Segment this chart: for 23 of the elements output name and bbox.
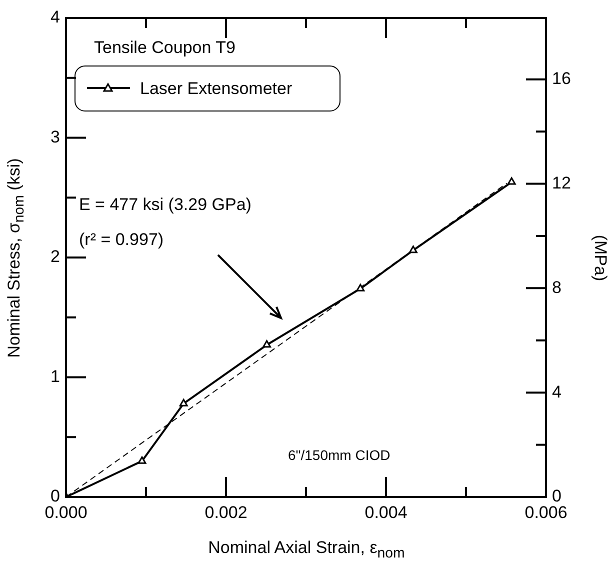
- y-tick-label: 3: [50, 127, 60, 146]
- annotation: E = 477 ksi (3.29 GPa): [79, 195, 252, 214]
- y2-tick-label: 16: [552, 69, 571, 88]
- annotation: 6"/150mm CIOD: [288, 447, 390, 463]
- y2-tick-label: 12: [552, 173, 571, 192]
- x-axis-title: Nominal Axial Strain, ε$_{nom}$: [207, 538, 406, 562]
- point: [138, 456, 146, 464]
- y-tick-label: 4: [50, 8, 60, 27]
- x-tick-label: 0.002: [204, 502, 248, 522]
- y2-tick-label: 4: [552, 382, 562, 402]
- point: [262, 340, 272, 348]
- annotation: (r² = 0.997): [79, 230, 164, 249]
- point: [507, 177, 516, 185]
- y2-axis-title: (MPa): [590, 234, 610, 281]
- y2-tick-label: 8: [552, 278, 562, 297]
- legend-label: Laser Extensometer: [140, 79, 292, 98]
- point: [408, 246, 418, 254]
- point: [356, 284, 365, 292]
- x-tick-label: 0.004: [364, 502, 408, 522]
- y-tick-label: 1: [50, 366, 60, 386]
- y-tick-label: 2: [50, 247, 60, 266]
- point: [179, 398, 188, 406]
- text: Tensile Coupon T9: [94, 38, 236, 57]
